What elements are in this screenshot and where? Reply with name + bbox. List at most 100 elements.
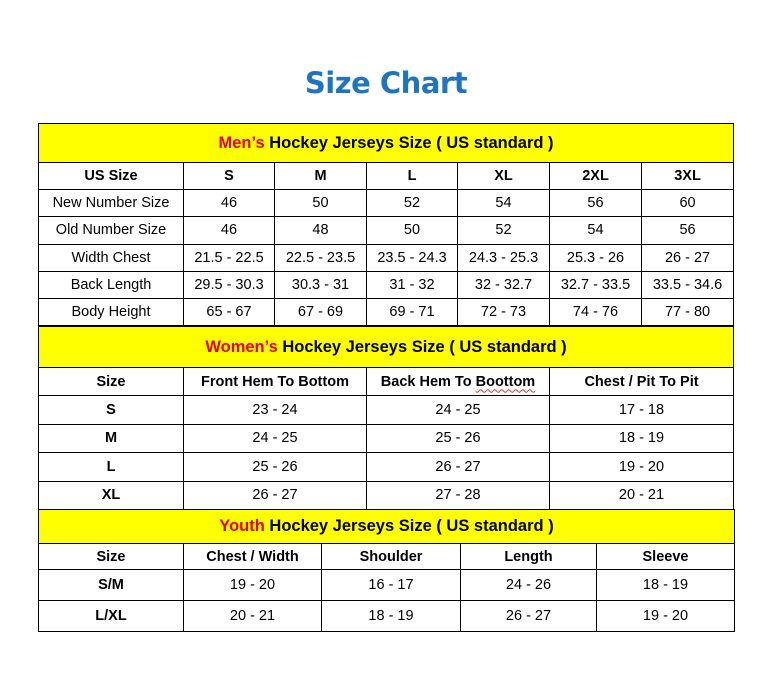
page-title: Size Chart <box>304 66 468 100</box>
row-label: S/M <box>38 569 184 601</box>
table-cell: 19 - 20 <box>548 452 735 482</box>
table-cell: 29.5 - 30.3 <box>183 270 275 300</box>
table-cell: 19 - 20 <box>183 569 322 601</box>
women-heading-row: Women’s Hockey Jerseys Size ( US standar… <box>37 326 735 368</box>
table-cell: 30.3 - 31 <box>274 270 367 300</box>
row-label: L <box>38 452 184 482</box>
table-cell: 67 - 69 <box>274 298 367 327</box>
men-heading-row: Men’s Hockey Jerseys Size ( US standard … <box>37 123 735 163</box>
column-header: Sleeve <box>595 543 736 570</box>
column-header-label: 2XL <box>582 168 609 184</box>
table-row: Width Chest 21.5 - 22.5 22.5 - 23.5 23.5 - … <box>38 243 735 272</box>
column-header-label: S <box>224 168 234 184</box>
youth-column-header-row: Size Chest / Width Shoulder Length Sleeve <box>38 543 736 570</box>
table-cell: 19 - 20 <box>595 600 736 632</box>
table-cell: 54 <box>457 188 550 218</box>
table-cell: 20 - 21 <box>183 600 322 632</box>
row-label: Back Length <box>38 270 184 300</box>
women-size-table: Women’s Hockey Jerseys Size ( US standar… <box>37 326 735 510</box>
table-cell: 46 <box>183 216 275 245</box>
table-cell: 56 <box>549 188 642 218</box>
table-row: XL 26 - 27 27 - 28 20 - 21 <box>38 480 735 510</box>
row-label: Width Chest <box>38 243 184 272</box>
table-cell: 72 - 73 <box>457 298 550 327</box>
table-cell: 25.3 - 26 <box>549 243 642 272</box>
table-row: M 24 - 25 25 - 26 18 - 19 <box>38 423 735 453</box>
column-header: S <box>183 162 275 190</box>
table-cell: 23.5 - 24.3 <box>366 243 458 272</box>
column-header: Size <box>38 543 184 570</box>
column-header-label: Shoulder <box>359 548 423 565</box>
table-cell: 22.5 - 23.5 <box>274 243 367 272</box>
table-cell: 31 - 32 <box>366 270 458 300</box>
row-label: Body Height <box>38 298 184 327</box>
table-cell: 27 - 28 <box>366 480 550 510</box>
men-column-header-row: US Size S M L XL 2XL 3XL <box>38 162 735 190</box>
column-header-label: 3XL <box>674 168 701 184</box>
column-header: Length <box>460 543 597 570</box>
row-label: Old Number Size <box>38 216 184 245</box>
table-cell: 24 - 26 <box>460 569 597 601</box>
women-column-header-row: Size Front Hem To Bottom Back Hem To Boott… <box>38 367 735 396</box>
column-header-label: Size <box>96 373 126 390</box>
women-heading-accent: Women’s <box>205 337 278 356</box>
column-header-label: Sleeve <box>642 548 689 565</box>
column-header-label: Chest / Pit To Pit <box>584 373 699 390</box>
column-header: Size <box>38 367 184 396</box>
table-cell: 60 <box>640 188 735 218</box>
column-header: XL <box>457 162 550 190</box>
column-header: L <box>366 162 458 190</box>
row-label: L/XL <box>38 600 184 632</box>
table-cell: 20 - 21 <box>548 480 735 510</box>
table-row: Body Height 65 - 67 67 - 69 69 - 71 72 - 73 7… <box>38 298 735 327</box>
women-heading-text: Hockey Jerseys Size ( US standard ) <box>277 337 567 356</box>
column-header: Chest / Width <box>183 543 322 570</box>
row-label: M <box>38 423 184 453</box>
table-cell: 48 <box>274 216 367 245</box>
men-section-heading: Men’s Hockey Jerseys Size ( US standard … <box>37 123 735 163</box>
table-cell: 24 - 25 <box>183 423 367 453</box>
youth-size-table: Youth Hockey Jerseys Size ( US standard … <box>37 509 736 632</box>
table-row: L/XL 20 - 21 18 - 19 26 - 27 19 - 20 <box>38 600 736 632</box>
youth-heading-accent: Youth <box>219 517 265 535</box>
column-header: M <box>274 162 367 190</box>
youth-section-heading: Youth Hockey Jerseys Size ( US standard … <box>37 509 736 544</box>
column-header: Shoulder <box>321 543 461 570</box>
table-cell: 18 - 19 <box>548 423 735 453</box>
column-header-label: Back Hem To Boottom <box>380 373 536 390</box>
column-header: Front Hem To Bottom <box>183 367 367 396</box>
youth-heading-text: Hockey Jerseys Size ( US standard ) <box>264 517 554 535</box>
table-cell: 26 - 27 <box>460 600 597 632</box>
table-cell: 21.5 - 22.5 <box>183 243 275 272</box>
table-cell: 74 - 76 <box>549 298 642 327</box>
column-header-label: Length <box>504 548 553 565</box>
table-cell: 56 <box>640 216 735 245</box>
row-label: XL <box>38 480 184 510</box>
column-header: 3XL <box>640 162 735 190</box>
table-cell: 46 <box>183 188 275 218</box>
men-heading-text: Hockey Jerseys Size ( US standard ) <box>264 133 554 152</box>
table-cell: 26 - 27 <box>183 480 367 510</box>
table-cell: 54 <box>549 216 642 245</box>
row-label: New Number Size <box>38 188 184 218</box>
column-header-label: M <box>314 168 327 184</box>
table-cell: 17 - 18 <box>548 395 735 425</box>
women-section-heading: Women’s Hockey Jerseys Size ( US standar… <box>37 326 735 368</box>
column-header-label: Chest / Width <box>206 548 299 565</box>
table-cell: 26 - 27 <box>366 452 550 482</box>
table-row: S/M 19 - 20 16 - 17 24 - 26 18 - 19 <box>38 569 736 601</box>
table-cell: 32 - 32.7 <box>457 270 550 300</box>
table-cell: 50 <box>274 188 367 218</box>
table-cell: 18 - 19 <box>595 569 736 601</box>
table-cell: 33.5 - 34.6 <box>640 270 735 300</box>
column-header-label: XL <box>494 168 513 184</box>
table-cell: 25 - 26 <box>366 423 550 453</box>
table-cell: 25 - 26 <box>183 452 367 482</box>
column-header: 2XL <box>549 162 642 190</box>
table-cell: 77 - 80 <box>640 298 735 327</box>
youth-heading-row: Youth Hockey Jerseys Size ( US standard … <box>37 509 736 544</box>
table-row: S 23 - 24 24 - 25 17 - 18 <box>38 395 735 425</box>
table-cell: 18 - 19 <box>321 600 461 632</box>
table-cell: 23 - 24 <box>183 395 367 425</box>
column-header: Chest / Pit To Pit <box>548 367 735 396</box>
